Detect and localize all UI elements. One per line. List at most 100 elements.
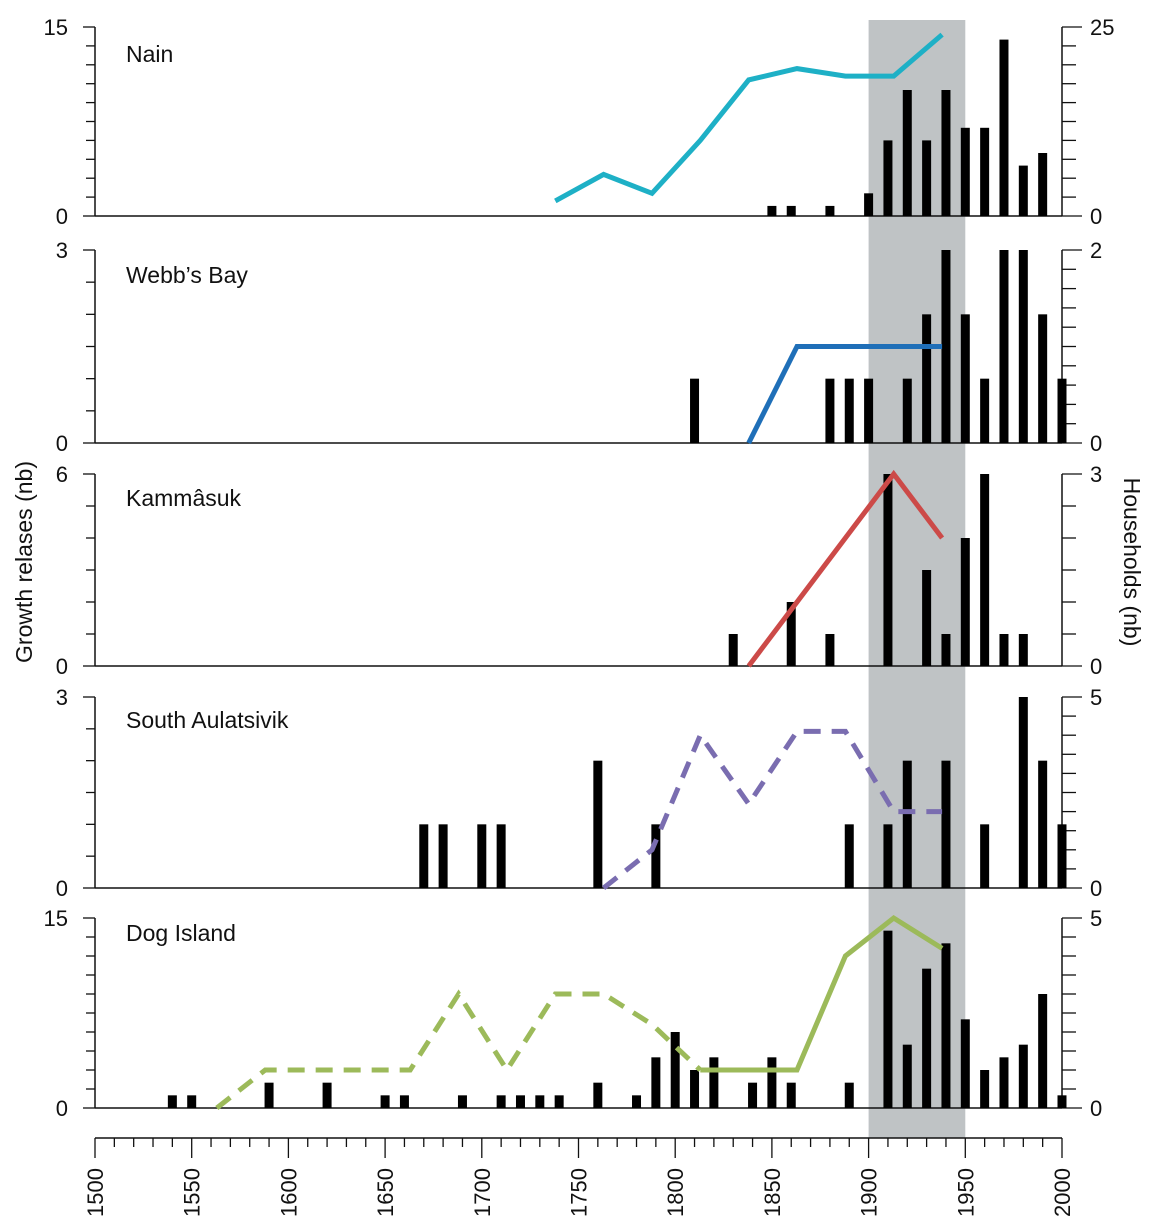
x-axis: 1500 1550 1600 1650 1700 1750 1800 1850 1900 1950… (83, 1137, 1075, 1217)
bar (728, 634, 738, 666)
bar (980, 824, 990, 888)
bar (1057, 824, 1067, 888)
right-tick-label: 25 (1090, 15, 1114, 40)
bar (825, 378, 835, 443)
bar (922, 968, 932, 1108)
bar (1038, 153, 1048, 216)
bar (264, 1082, 274, 1108)
bar (709, 1057, 719, 1108)
bar (960, 538, 970, 666)
bar (767, 205, 777, 216)
highlight-layer (868, 20, 966, 1138)
bar (496, 824, 506, 888)
bar (554, 1095, 564, 1108)
panel-1: Webb’s Bay 0 3 0 2 (56, 238, 1103, 456)
bar (515, 1095, 525, 1108)
panel-title: South Aulatsivik (126, 707, 289, 733)
bar (399, 1095, 409, 1108)
bar (786, 205, 796, 216)
bar (844, 824, 854, 888)
bar (999, 634, 1009, 666)
bar (457, 1095, 467, 1108)
right-tick-label: 2 (1090, 238, 1102, 263)
bar (1018, 634, 1028, 666)
left-tick-label: 6 (56, 462, 68, 487)
bar (167, 1095, 177, 1108)
bar (902, 760, 912, 888)
bar (651, 824, 661, 888)
bar (593, 760, 603, 888)
right-tick-label: 5 (1090, 685, 1102, 710)
bar (593, 1082, 603, 1108)
highlight-band (868, 20, 966, 1138)
bar (864, 193, 874, 216)
x-tick-label: 1750 (567, 1168, 592, 1217)
panel-title: Kammâsuk (126, 485, 242, 511)
x-tick-label: 1650 (373, 1168, 398, 1217)
bar (980, 1070, 990, 1108)
left-tick-label: 0 (56, 1096, 68, 1121)
bar (477, 824, 487, 888)
left-tick-label: 15 (44, 906, 68, 931)
left-tick-label: 3 (56, 685, 68, 710)
right-tick-label: 0 (1090, 876, 1102, 901)
x-tick-label: 1600 (276, 1168, 301, 1217)
bar (980, 127, 990, 216)
x-tick-label: 1700 (470, 1168, 495, 1217)
bar (1057, 1095, 1067, 1108)
bar (1057, 378, 1067, 443)
bar (922, 570, 932, 666)
x-tick-label: 1950 (953, 1168, 978, 1217)
bar (690, 378, 700, 443)
household-line (700, 914, 944, 1073)
bar (941, 634, 951, 666)
bar (786, 602, 796, 666)
household-line (746, 344, 943, 445)
panel-2: Kammâsuk 0 6 0 3 (56, 462, 1103, 679)
bar (941, 760, 951, 888)
right-tick-label: 0 (1090, 431, 1102, 456)
bar (844, 1082, 854, 1108)
bar (922, 314, 932, 443)
bar (380, 1095, 390, 1108)
household-line (746, 469, 945, 668)
bar (535, 1095, 545, 1108)
bar (786, 1082, 796, 1108)
bar (960, 127, 970, 216)
bar (632, 1095, 642, 1108)
panel-title: Nain (126, 41, 173, 67)
panel-title: Webb’s Bay (126, 262, 248, 288)
bar (1018, 697, 1028, 888)
bar (883, 824, 893, 888)
panel-3: South Aulatsivik 0 3 0 5 (56, 685, 1103, 901)
y-axis-label-right: Households (nb) (1119, 478, 1145, 647)
bar (1018, 165, 1028, 216)
right-tick-label: 0 (1090, 654, 1102, 679)
left-tick-label: 0 (56, 654, 68, 679)
right-tick-label: 5 (1090, 906, 1102, 931)
bar (999, 39, 1009, 216)
bar (883, 474, 893, 666)
bar (883, 930, 893, 1108)
left-tick-label: 0 (56, 431, 68, 456)
bar (1018, 250, 1028, 443)
left-tick-label: 0 (56, 876, 68, 901)
bar (1038, 760, 1048, 888)
bar (690, 1070, 700, 1108)
panel-4: Dog Island 0 15 0 5 (44, 906, 1103, 1121)
bar (748, 1082, 758, 1108)
household-line (215, 989, 703, 1110)
left-tick-label: 0 (56, 204, 68, 229)
panel-title: Dog Island (126, 920, 236, 946)
household-line (554, 32, 944, 204)
x-tick-label: 1500 (83, 1168, 108, 1217)
bar (438, 824, 448, 888)
bar (902, 378, 912, 443)
bar (322, 1082, 332, 1108)
bar (825, 205, 835, 216)
x-tick-label: 1900 (857, 1168, 882, 1217)
bar (419, 824, 429, 888)
bar (980, 378, 990, 443)
